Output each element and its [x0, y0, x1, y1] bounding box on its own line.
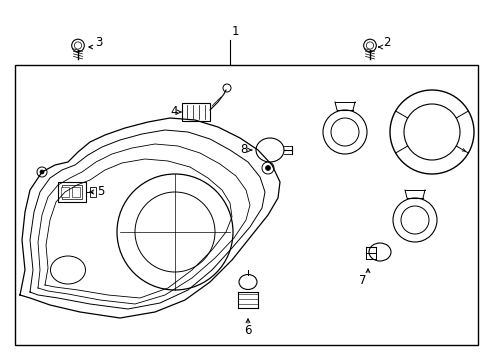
- Text: 8: 8: [240, 144, 247, 157]
- Bar: [90, 187, 96, 197]
- Bar: [15, 65, 477, 345]
- Text: 2: 2: [382, 36, 390, 49]
- Text: 4: 4: [170, 105, 178, 118]
- Text: 6: 6: [244, 324, 251, 337]
- Circle shape: [265, 166, 270, 171]
- Text: 7: 7: [359, 274, 366, 287]
- Text: 5: 5: [97, 185, 104, 198]
- Text: 3: 3: [95, 36, 102, 49]
- Circle shape: [40, 170, 44, 174]
- Bar: [182, 103, 209, 121]
- Text: 1: 1: [231, 25, 239, 38]
- Bar: [58, 182, 86, 202]
- Bar: [61, 187, 69, 197]
- Bar: [62, 185, 82, 199]
- Bar: [72, 187, 80, 197]
